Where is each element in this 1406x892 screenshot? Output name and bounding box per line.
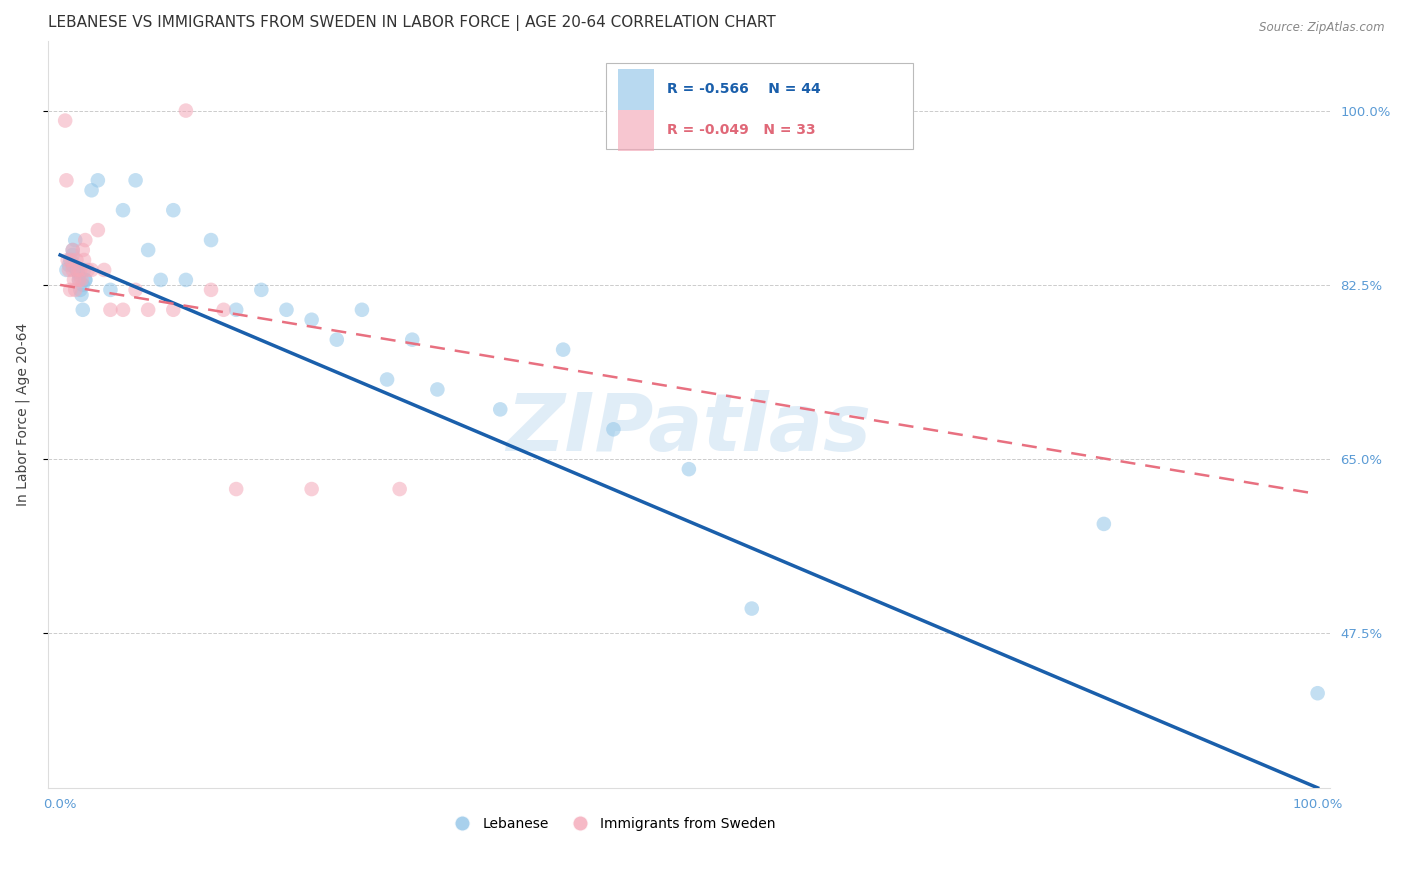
Point <box>100 302 122 317</box>
FancyBboxPatch shape <box>619 110 654 151</box>
Point <box>72 277 94 292</box>
Point <box>65 263 87 277</box>
Point <box>63 283 86 297</box>
Point <box>136 302 159 317</box>
Point <box>58 263 80 277</box>
Point <box>111 302 134 317</box>
Point <box>66 263 89 277</box>
Point <box>87 223 110 237</box>
Point <box>62 243 84 257</box>
Point <box>426 383 449 397</box>
Point <box>200 283 222 297</box>
Point <box>80 263 103 277</box>
Point <box>741 601 763 615</box>
Point <box>250 283 273 297</box>
Point <box>70 288 93 302</box>
Point <box>350 302 373 317</box>
Point <box>388 482 411 496</box>
Point <box>225 482 247 496</box>
Point <box>53 113 76 128</box>
Point <box>60 252 83 267</box>
Point <box>326 333 349 347</box>
Point <box>58 258 80 272</box>
Point <box>75 273 97 287</box>
Text: ZIPatlas: ZIPatlas <box>506 391 872 468</box>
Point <box>1092 516 1115 531</box>
Point <box>67 273 90 287</box>
Point <box>1306 686 1329 700</box>
Point <box>67 268 90 282</box>
Point <box>62 258 84 272</box>
Point <box>65 252 87 267</box>
Point <box>73 252 96 267</box>
Point <box>76 263 98 277</box>
Text: Source: ZipAtlas.com: Source: ZipAtlas.com <box>1260 21 1385 34</box>
Point <box>63 273 86 287</box>
Point <box>136 243 159 257</box>
Point <box>553 343 575 357</box>
Point <box>225 302 247 317</box>
Point <box>62 248 84 262</box>
Point <box>55 263 77 277</box>
Point <box>67 273 90 287</box>
Point <box>124 173 146 187</box>
Point <box>63 233 86 247</box>
Point <box>111 203 134 218</box>
Legend: Lebanese, Immigrants from Sweden: Lebanese, Immigrants from Sweden <box>443 812 782 837</box>
Text: R = -0.049   N = 33: R = -0.049 N = 33 <box>666 123 815 137</box>
FancyBboxPatch shape <box>606 63 914 149</box>
Point <box>73 263 96 277</box>
Point <box>56 252 79 267</box>
Point <box>93 263 115 277</box>
Point <box>72 302 94 317</box>
Point <box>162 203 184 218</box>
Point <box>100 283 122 297</box>
Point <box>72 243 94 257</box>
Point <box>162 302 184 317</box>
Point <box>401 333 423 347</box>
Point <box>678 462 700 476</box>
Point <box>375 372 398 386</box>
Point <box>149 273 172 287</box>
Point <box>80 183 103 197</box>
Text: LEBANESE VS IMMIGRANTS FROM SWEDEN IN LABOR FORCE | AGE 20-64 CORRELATION CHART: LEBANESE VS IMMIGRANTS FROM SWEDEN IN LA… <box>48 15 775 31</box>
Point <box>59 252 82 267</box>
Point <box>174 103 197 118</box>
Point <box>75 233 97 247</box>
Point <box>212 302 235 317</box>
Point <box>69 263 91 277</box>
Point <box>70 273 93 287</box>
Point <box>59 283 82 297</box>
FancyBboxPatch shape <box>619 69 654 110</box>
Y-axis label: In Labor Force | Age 20-64: In Labor Force | Age 20-64 <box>15 323 30 506</box>
Point <box>62 243 84 257</box>
Point <box>200 233 222 247</box>
Point <box>69 283 91 297</box>
Point <box>301 482 323 496</box>
Text: R = -0.566    N = 44: R = -0.566 N = 44 <box>666 82 821 96</box>
Point <box>301 312 323 326</box>
Point <box>602 422 624 436</box>
Point <box>174 273 197 287</box>
Point <box>55 173 77 187</box>
Point <box>75 273 97 287</box>
Point <box>489 402 512 417</box>
Point <box>62 263 84 277</box>
Point <box>124 283 146 297</box>
Point <box>276 302 298 317</box>
Point <box>87 173 110 187</box>
Point <box>66 265 89 279</box>
